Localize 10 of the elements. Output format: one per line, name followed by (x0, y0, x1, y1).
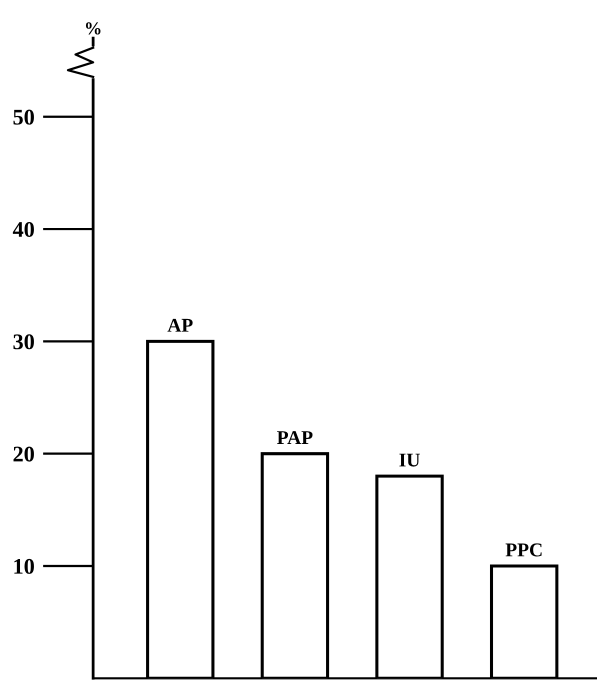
y-tick-label: 20 (14, 446, 34, 462)
y-tick-label: 30 (13, 334, 34, 350)
y-axis-title: % (86, 22, 100, 35)
x-tick-label: PPC (506, 543, 542, 556)
x-tick-label: IU (399, 454, 420, 467)
y-tick-label: 10 (14, 558, 34, 574)
x-tick-label: AP (167, 318, 193, 332)
x-tick-label: PAP (277, 431, 313, 444)
y-tick-label: 50 (13, 110, 34, 125)
y-tick-label: 40 (12, 222, 34, 237)
